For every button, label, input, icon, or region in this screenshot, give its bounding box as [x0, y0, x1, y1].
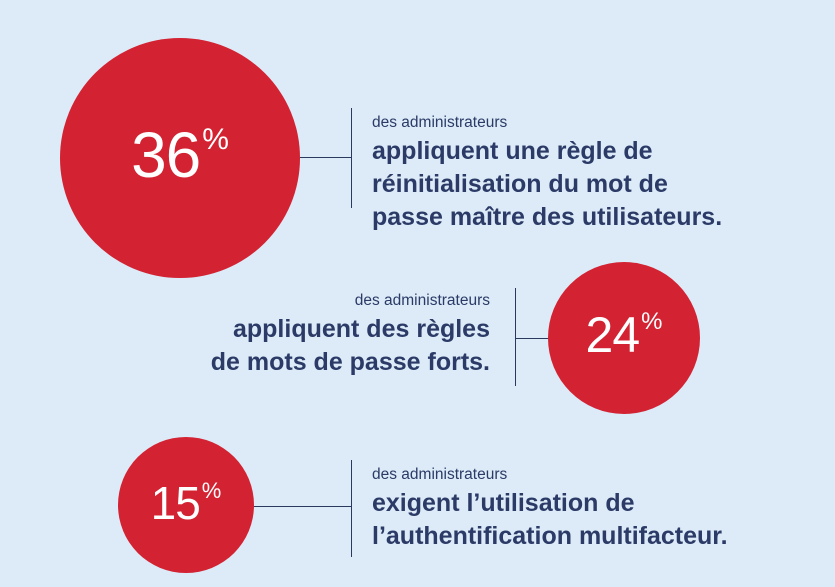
stat-number-1: 36 — [131, 119, 201, 191]
stat-circle-1: 36 % — [60, 38, 300, 278]
stat-number-3: 15 — [150, 477, 201, 529]
stat-percent-2: % — [641, 308, 663, 335]
caption-line-1-1: appliquent une règle de — [372, 137, 653, 165]
caption-line-1-3: passe maître des utilisateurs. — [372, 203, 723, 231]
stat-value-1: 36 % — [131, 123, 229, 187]
caption-small-3: des administrateurs — [372, 466, 508, 483]
connector-horizontal-2 — [515, 338, 549, 339]
caption-line-1-2: réinitialisation du mot de — [372, 170, 668, 198]
stat-caption-2: des administrateurs appliquent des règle… — [150, 292, 490, 379]
connector-vertical-2 — [515, 288, 516, 386]
stat-caption-3: des administrateurs exigent l’utilisatio… — [372, 466, 822, 553]
connector-vertical-1 — [351, 108, 352, 208]
caption-line-2-2: de mots de passe forts. — [210, 348, 490, 376]
connector-horizontal-3 — [254, 506, 352, 507]
stat-percent-3: % — [201, 478, 222, 503]
stat-value-3: 15 % — [150, 477, 222, 529]
stat-value-2: 24 % — [585, 307, 663, 363]
stat-percent-1: % — [202, 123, 229, 156]
stat-circle-3: 15 % — [118, 437, 254, 573]
caption-line-2-1: appliquent des règles — [232, 315, 490, 343]
caption-line-3-2: l’authentification multifacteur. — [372, 522, 728, 550]
stat-caption-1: des administrateurs appliquent une règle… — [372, 114, 812, 234]
caption-small-2: des administrateurs — [354, 292, 490, 309]
caption-small-1: des administrateurs — [372, 114, 508, 131]
stat-circle-2: 24 % — [548, 262, 700, 414]
caption-line-3-1: exigent l’utilisation de — [372, 489, 635, 517]
connector-horizontal-1 — [300, 157, 352, 158]
stat-number-2: 24 — [585, 307, 641, 363]
connector-vertical-3 — [351, 460, 352, 557]
